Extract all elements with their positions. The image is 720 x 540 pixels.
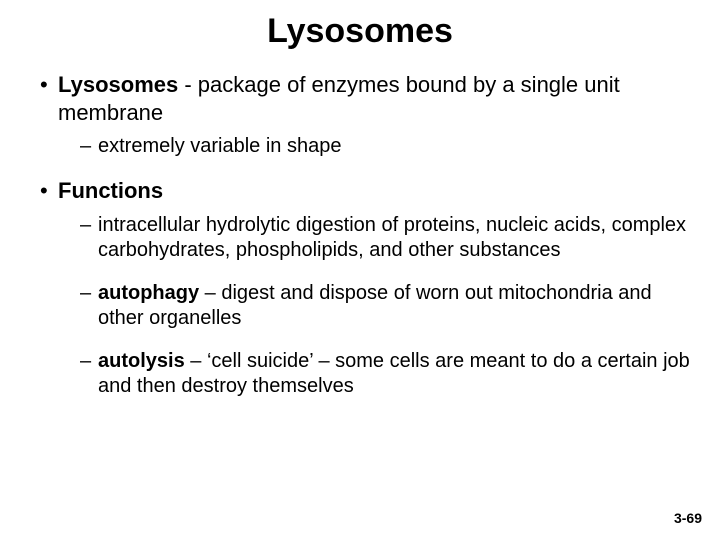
sub-item: autolysis – ‘cell suicide’ – some cells … <box>80 349 700 399</box>
bullet-bold-lead: Functions <box>58 178 163 203</box>
page-number: 3-69 <box>674 510 702 526</box>
sub-list: intracellular hydrolytic digestion of pr… <box>58 213 700 399</box>
bullet-item: Lysosomes - package of enzymes bound by … <box>40 71 700 159</box>
sub-bold-lead: autophagy <box>98 282 199 304</box>
sub-text: intracellular hydrolytic digestion of pr… <box>98 214 686 261</box>
sub-text: extremely variable in shape <box>98 135 341 157</box>
sub-list: extremely variable in shape <box>58 134 700 159</box>
bullet-item: Functions intracellular hydrolytic diges… <box>40 177 700 399</box>
bullet-bold-lead: Lysosomes <box>58 72 178 97</box>
sub-text: – ‘cell suicide’ – some cells are meant … <box>98 350 690 397</box>
slide-title: Lysosomes <box>20 12 700 51</box>
sub-item: extremely variable in shape <box>80 134 700 159</box>
sub-bold-lead: autolysis <box>98 350 185 372</box>
sub-item: intracellular hydrolytic digestion of pr… <box>80 213 700 263</box>
bullet-list: Lysosomes - package of enzymes bound by … <box>20 71 700 399</box>
sub-item: autophagy – digest and dispose of worn o… <box>80 281 700 331</box>
